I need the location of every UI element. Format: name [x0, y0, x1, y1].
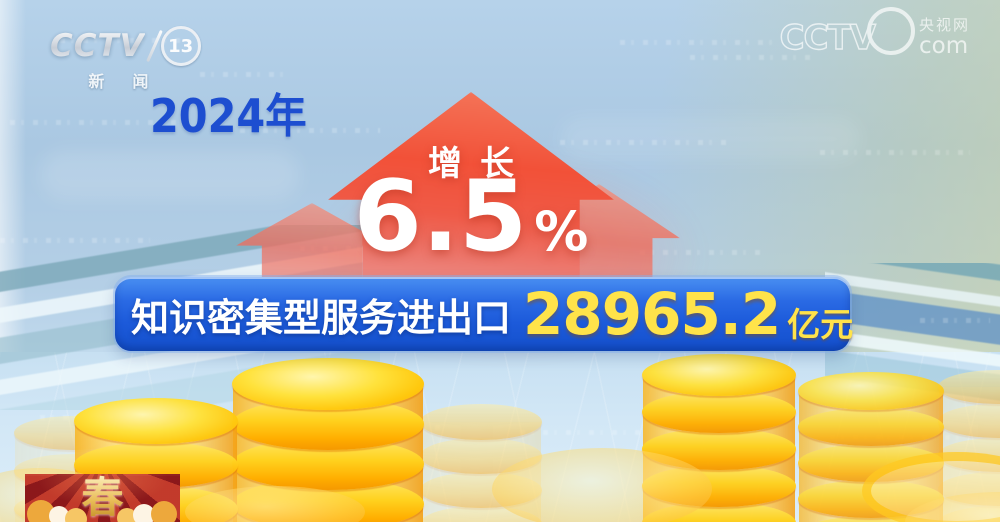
channel-caption: 新闻 — [88, 72, 177, 91]
channel-number: 13 — [168, 35, 194, 57]
watermark-ring-icon — [866, 7, 915, 55]
background-smudge — [560, 118, 860, 160]
banner-unit: 亿元 — [787, 305, 854, 344]
watermark-site-name: 央视网 — [918, 16, 970, 34]
growth-percent-sign: % — [534, 200, 589, 263]
banner-value: 28965.2 — [523, 280, 781, 348]
cloud-shape — [49, 506, 69, 522]
background-smudge — [40, 150, 300, 200]
banner-category-label: 知识密集型服务进出口 — [131, 295, 512, 340]
growth-value-row: 6.5 % — [328, 168, 614, 266]
cloud-shape — [27, 500, 55, 522]
year-label: 2024年 — [150, 89, 307, 143]
spring-character: 春 — [25, 474, 180, 522]
growth-label: 增长 — [428, 144, 532, 184]
data-banner: 知识密集型服务进出口 28965.2 亿元 — [115, 277, 854, 351]
channel-number-badge: 13 — [160, 26, 201, 66]
growth-value: 6.5 — [353, 160, 528, 274]
logo-slash — [145, 29, 163, 63]
spring-festival-banner: 春 — [25, 474, 180, 522]
watermark-domain: com — [918, 33, 969, 59]
watermark-brand: CCTV — [779, 17, 877, 58]
cctv-com-watermark: CCTV 央视网 com — [779, 7, 970, 59]
cctv-wordmark: CCTV — [50, 28, 145, 64]
channel-logo: CCTV 13 新闻 — [50, 26, 201, 92]
